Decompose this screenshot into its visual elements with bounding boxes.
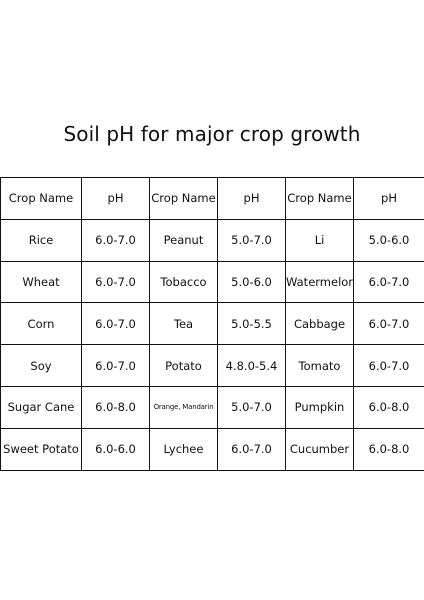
header-ph-3: pH xyxy=(353,177,424,220)
table-cell: 6.0-7.0 xyxy=(217,427,286,471)
table-cell: 5.0-6.0 xyxy=(217,260,286,304)
table-cell: 6.0-7.0 xyxy=(353,344,424,387)
table-cell: Cabbage xyxy=(285,302,354,346)
table-cell: Sweet Potato xyxy=(0,427,82,471)
table-cell: 5.0-6.0 xyxy=(353,218,424,262)
table-cell: 6.0-7.0 xyxy=(353,302,424,346)
table-cell: 6.0-7.0 xyxy=(81,218,150,262)
table-row: Soy 6.0-7.0 Potato 4.8.0-5.4 Tomato 6.0-… xyxy=(0,344,424,387)
table-cell: 6.0-8.0 xyxy=(353,385,424,429)
table-cell: Rice xyxy=(0,218,82,262)
header-crop-name-3: Crop Name xyxy=(285,177,354,220)
table-cell: Watermelon xyxy=(285,260,354,304)
table-cell: 6.0-6.0 xyxy=(81,427,150,471)
table-cell: 5.0-7.0 xyxy=(217,218,286,262)
table-cell: 6.0-7.0 xyxy=(81,302,150,346)
table-cell: Soy xyxy=(0,344,82,387)
table-cell: Wheat xyxy=(0,260,82,304)
table-cell: Orange, Mandarin xyxy=(149,385,218,429)
header-ph-1: pH xyxy=(81,177,150,220)
table-cell: Sugar Cane xyxy=(0,385,82,429)
header-crop-name-1: Crop Name xyxy=(0,177,82,220)
table-cell: Peanut xyxy=(149,218,218,262)
table-cell: 6.0-8.0 xyxy=(81,385,150,429)
table-cell: Tobacco xyxy=(149,260,218,304)
header-crop-name-2: Crop Name xyxy=(149,177,218,220)
page-title: Soil pH for major crop growth xyxy=(63,122,361,146)
table-cell: 5.0-7.0 xyxy=(217,385,286,429)
table-row: Rice 6.0-7.0 Peanut 5.0-7.0 Li 5.0-6.0 xyxy=(0,218,424,262)
table-cell: 6.0-8.0 xyxy=(353,427,424,471)
header-ph-2: pH xyxy=(217,177,286,220)
table-cell: Lychee xyxy=(149,427,218,471)
table-cell: Li xyxy=(285,218,354,262)
table-cell: 6.0-7.0 xyxy=(81,260,150,304)
table-cell: 5.0-5.5 xyxy=(217,302,286,346)
table-cell: Tea xyxy=(149,302,218,346)
table-cell: Tomato xyxy=(285,344,354,387)
table-cell: Cucumber xyxy=(285,427,354,471)
table-row: Wheat 6.0-7.0 Tobacco 5.0-6.0 Watermelon… xyxy=(0,260,424,304)
table-cell: 6.0-7.0 xyxy=(81,344,150,387)
table-cell: Corn xyxy=(0,302,82,346)
table-cell: 4.8.0-5.4 xyxy=(217,344,286,387)
crop-ph-table: Crop Name pH Crop Name pH Crop Name pH R… xyxy=(0,177,424,471)
table-row: Sweet Potato 6.0-6.0 Lychee 6.0-7.0 Cucu… xyxy=(0,427,424,471)
table-row: Sugar Cane 6.0-8.0 Orange, Mandarin 5.0-… xyxy=(0,385,424,429)
table-cell: Pumpkin xyxy=(285,385,354,429)
table-cell: 6.0-7.0 xyxy=(353,260,424,304)
table-row: Corn 6.0-7.0 Tea 5.0-5.5 Cabbage 6.0-7.0 xyxy=(0,302,424,346)
table-header-row: Crop Name pH Crop Name pH Crop Name pH xyxy=(0,177,424,220)
table-cell: Potato xyxy=(149,344,218,387)
